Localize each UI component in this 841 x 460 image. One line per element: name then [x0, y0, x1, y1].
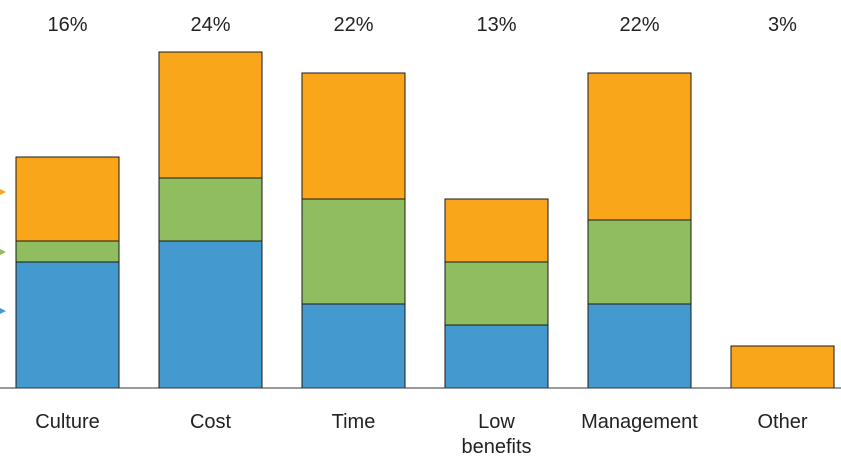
total-label-other: 3%: [768, 14, 797, 36]
total-label-low-benefits: 13%: [476, 14, 516, 36]
bar-low-benefits-segment-2: [444, 261, 549, 326]
bar-culture-segment-1: [15, 261, 120, 389]
bar-time-segment-2: [301, 198, 406, 305]
category-label-management: Management: [581, 411, 698, 433]
bar-culture-segment-3: [15, 156, 120, 242]
category-label-culture: Culture: [35, 411, 99, 433]
bar-management-segment-3: [587, 72, 692, 221]
bar-culture-segment-2: [15, 240, 120, 263]
bar-time-segment-3: [301, 72, 406, 200]
category-label-low-benefits-line-1: Low: [478, 411, 515, 433]
series-marker: [0, 189, 6, 195]
bar-management-segment-1: [587, 303, 692, 389]
bar-cost-segment-3: [158, 51, 263, 179]
bar-time-segment-1: [301, 303, 406, 389]
chart-plot-area: 16% Culture 24% Cost 22% Time 13% Low benefits 22…: [0, 14, 835, 458]
category-label-low-benefits-line-2: benefits: [461, 436, 531, 458]
category-label-time: Time: [332, 411, 376, 433]
bar-cost-segment-2: [158, 177, 263, 242]
total-label-cost: 24%: [190, 14, 230, 36]
series-marker: [0, 308, 6, 314]
series-marker: [0, 249, 6, 255]
total-label-culture: 16%: [47, 14, 87, 36]
total-label-time: 22%: [333, 14, 373, 36]
bar-management-segment-2: [587, 219, 692, 305]
bar-low-benefits-segment-1: [444, 324, 549, 389]
total-label-management: 22%: [619, 14, 659, 36]
bar-low-benefits-segment-3: [444, 198, 549, 263]
category-label-cost: Cost: [190, 411, 232, 433]
bar-cost-segment-1: [158, 240, 263, 389]
bar-other-segment-3: [730, 345, 835, 389]
category-label-other: Other: [757, 411, 807, 433]
